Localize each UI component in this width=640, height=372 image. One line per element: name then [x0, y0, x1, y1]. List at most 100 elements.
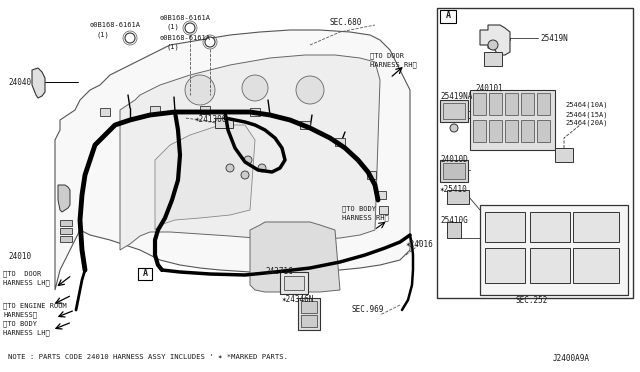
Text: (1): (1) — [96, 31, 109, 38]
Circle shape — [258, 164, 266, 172]
Text: 25419NA: 25419NA — [440, 92, 472, 101]
Text: HARNESS RH〉: HARNESS RH〉 — [370, 61, 417, 68]
Polygon shape — [32, 68, 45, 98]
Bar — [505, 120, 518, 142]
Bar — [440, 100, 468, 122]
Text: 〈TO  DOOR: 〈TO DOOR — [3, 270, 41, 277]
Bar — [443, 163, 465, 179]
Bar — [485, 248, 525, 283]
Bar — [200, 106, 210, 114]
Polygon shape — [155, 125, 255, 230]
Bar — [573, 212, 619, 242]
Bar — [521, 120, 534, 142]
Polygon shape — [250, 222, 340, 292]
Text: A: A — [143, 269, 147, 278]
Bar — [480, 205, 628, 295]
Bar — [573, 248, 619, 283]
Bar — [489, 120, 502, 142]
Bar — [367, 171, 376, 179]
Text: ⊙0B168-6161A: ⊙0B168-6161A — [160, 35, 211, 41]
Bar — [60, 228, 72, 234]
Bar — [377, 191, 386, 199]
Bar — [300, 121, 310, 129]
Bar — [447, 190, 469, 204]
Bar — [138, 268, 152, 280]
Bar — [298, 298, 320, 330]
Bar — [485, 212, 525, 242]
Text: ✶24016: ✶24016 — [406, 240, 434, 249]
Text: 24010D: 24010D — [440, 155, 468, 164]
Text: (1): (1) — [166, 24, 179, 31]
Bar — [484, 52, 502, 66]
Bar — [284, 276, 304, 290]
Bar — [215, 118, 233, 128]
Bar — [555, 148, 573, 162]
Circle shape — [125, 33, 135, 43]
Text: A: A — [445, 11, 451, 20]
Text: ✶24346N: ✶24346N — [282, 295, 314, 304]
Bar — [473, 93, 486, 115]
Text: ✶25410: ✶25410 — [440, 185, 468, 194]
Text: 24010: 24010 — [8, 252, 31, 261]
Bar — [537, 120, 550, 142]
Polygon shape — [58, 185, 70, 212]
Text: (1): (1) — [166, 44, 179, 51]
Text: HARNESS LH〉: HARNESS LH〉 — [3, 329, 50, 336]
Bar — [530, 212, 570, 242]
Circle shape — [241, 171, 249, 179]
Bar — [301, 301, 317, 313]
Text: SEC.680: SEC.680 — [330, 18, 362, 27]
Bar — [437, 8, 633, 298]
Text: SEC.969: SEC.969 — [352, 305, 385, 314]
Bar — [60, 220, 72, 226]
Bar — [280, 272, 308, 294]
Circle shape — [226, 164, 234, 172]
Circle shape — [242, 75, 268, 101]
Text: HARNESS〉: HARNESS〉 — [3, 311, 37, 318]
Text: HARNESS RH〉: HARNESS RH〉 — [342, 214, 388, 221]
Text: J2400A9A: J2400A9A — [553, 354, 590, 363]
Bar — [440, 10, 456, 23]
Text: 24040: 24040 — [8, 78, 31, 87]
Bar — [470, 90, 555, 150]
Text: 〈TO DOOR: 〈TO DOOR — [370, 52, 404, 59]
Bar — [505, 93, 518, 115]
Polygon shape — [55, 30, 410, 290]
Text: 〈TO BODY: 〈TO BODY — [3, 320, 37, 327]
Polygon shape — [480, 25, 510, 55]
Text: 25419N: 25419N — [540, 34, 568, 43]
Text: 25464(15A): 25464(15A) — [565, 111, 607, 118]
Bar — [537, 93, 550, 115]
Bar — [150, 106, 160, 114]
Text: ✶241300: ✶241300 — [195, 115, 227, 124]
Text: 240101: 240101 — [475, 84, 503, 93]
Circle shape — [185, 23, 195, 33]
Text: 25464(10A): 25464(10A) — [565, 102, 607, 109]
Text: 〈TO BODY: 〈TO BODY — [342, 205, 376, 212]
Bar — [335, 138, 345, 146]
Circle shape — [205, 37, 215, 47]
Bar — [489, 93, 502, 115]
Bar — [447, 222, 461, 238]
Bar — [379, 206, 388, 214]
Text: 24271C: 24271C — [265, 267, 292, 276]
Bar — [521, 93, 534, 115]
Text: ⊙0B168-6161A: ⊙0B168-6161A — [160, 15, 211, 21]
Circle shape — [185, 75, 215, 105]
Circle shape — [450, 124, 458, 132]
Text: SEC.252: SEC.252 — [516, 296, 548, 305]
Bar — [250, 108, 260, 116]
Text: 25464(20A): 25464(20A) — [565, 120, 607, 126]
Bar — [473, 120, 486, 142]
Text: HARNESS LH〉: HARNESS LH〉 — [3, 279, 50, 286]
Text: NOTE : PARTS CODE 24010 HARNESS ASSY INCLUDES ' ✶ *MARKED PARTS.: NOTE : PARTS CODE 24010 HARNESS ASSY INC… — [8, 354, 288, 360]
Bar — [100, 108, 110, 116]
Text: ⊙0B168-6161A: ⊙0B168-6161A — [90, 22, 141, 28]
Bar — [440, 160, 468, 182]
Circle shape — [488, 40, 498, 50]
Bar — [530, 248, 570, 283]
Bar — [60, 236, 72, 242]
Polygon shape — [120, 55, 380, 250]
Bar — [301, 315, 317, 327]
Text: 〈TO ENGINE ROOM: 〈TO ENGINE ROOM — [3, 302, 67, 309]
